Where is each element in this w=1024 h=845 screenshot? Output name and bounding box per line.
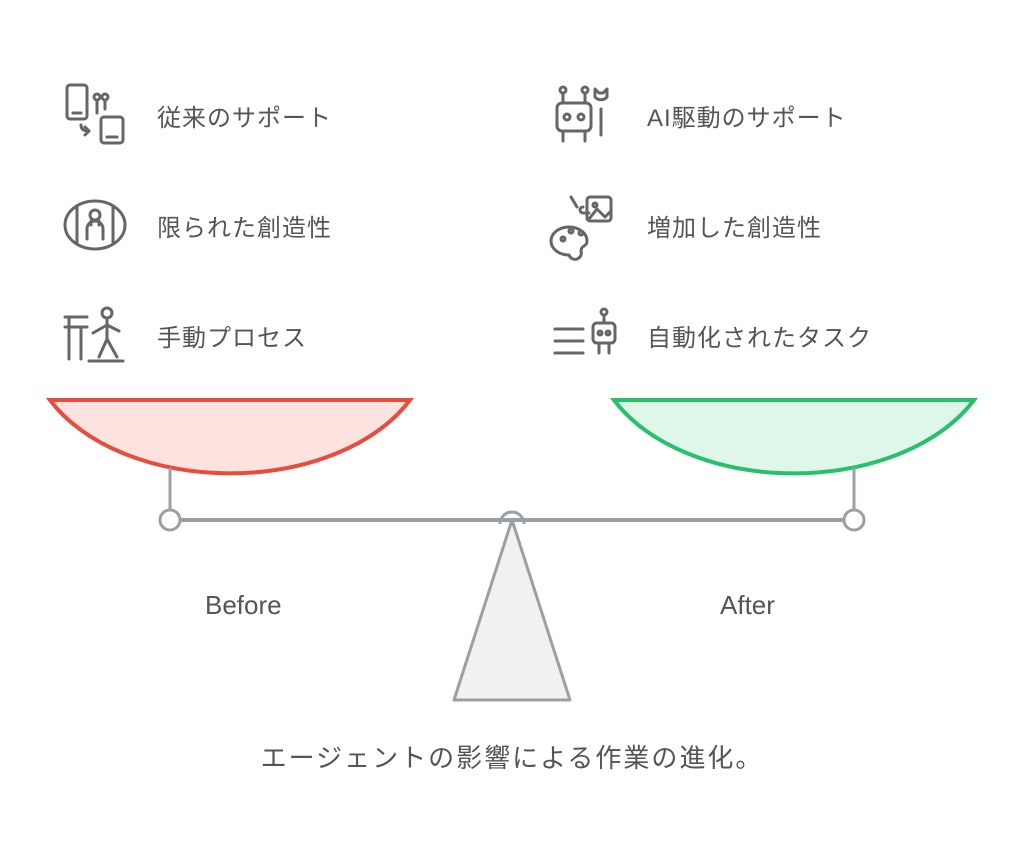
after-item-2: 自動化されたタスク — [545, 280, 985, 390]
left-pan — [50, 400, 410, 473]
after-item-1-label: 増加した創造性 — [647, 208, 822, 243]
automation-icon — [545, 295, 625, 375]
after-item-0-label: AI駆動のサポート — [647, 98, 847, 133]
after-label: After — [720, 590, 775, 621]
before-item-2-label: 手動プロセス — [157, 318, 307, 353]
before-item-0-label: 従来のサポート — [157, 98, 332, 133]
person-confined-icon — [55, 185, 135, 265]
robot-wrench-icon — [545, 75, 625, 155]
creative-art-icon — [545, 185, 625, 265]
caption: エージェントの影響による作業の進化。 — [0, 738, 1024, 775]
before-column: 従来のサポート 限られた創造性 — [55, 60, 495, 390]
balance-scale — [0, 380, 1024, 720]
after-item-0: AI駆動のサポート — [545, 60, 985, 170]
after-item-2-label: 自動化されたタスク — [647, 318, 872, 353]
right-pan — [614, 400, 974, 473]
scale-pivot — [454, 520, 570, 700]
before-item-2: 手動プロセス — [55, 280, 495, 390]
infographic-root: 従来のサポート 限られた創造性 — [0, 0, 1024, 845]
before-item-1: 限られた創造性 — [55, 170, 495, 280]
before-item-0: 従来のサポート — [55, 60, 495, 170]
before-item-1-label: 限られた創造性 — [157, 208, 332, 243]
after-item-1: 増加した創造性 — [545, 170, 985, 280]
before-label: Before — [205, 590, 282, 621]
devices-transfer-icon — [55, 75, 135, 155]
manual-work-icon — [55, 295, 135, 375]
after-column: AI駆動のサポート 増加した創造性 — [545, 60, 985, 390]
